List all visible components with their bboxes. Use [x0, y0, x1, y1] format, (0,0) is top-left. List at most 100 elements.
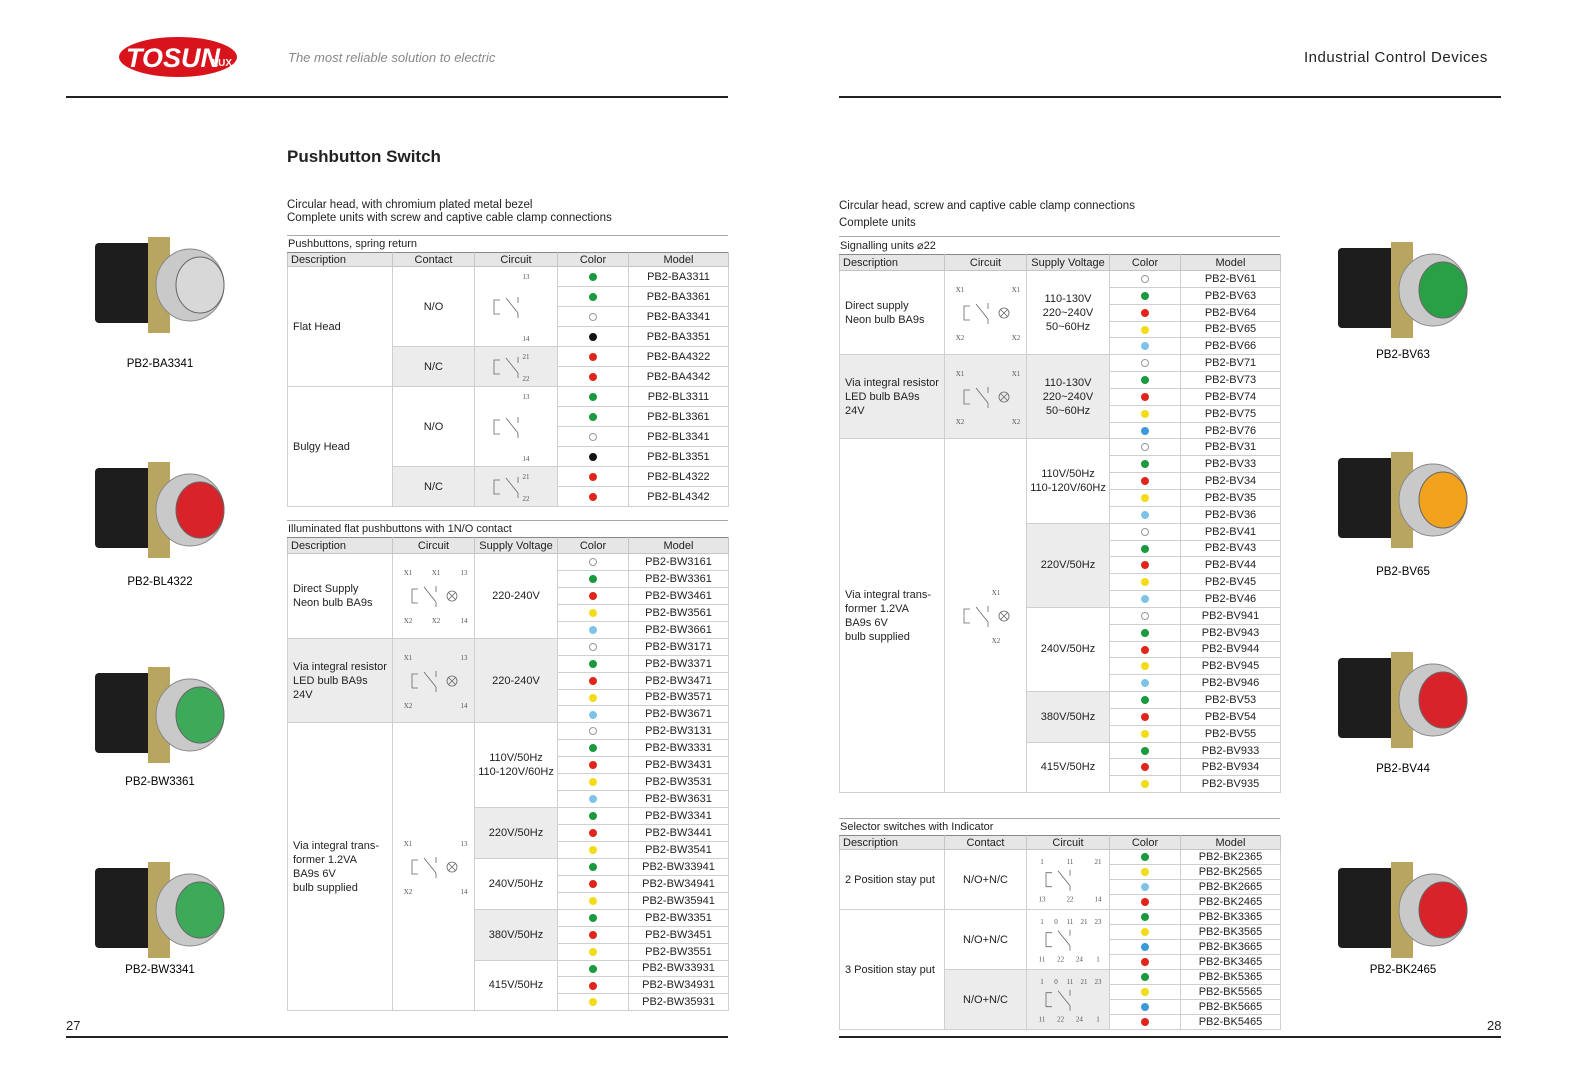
model-cell: PB2-BV45 [1180, 573, 1281, 592]
product-label: PB2-BV44 [1376, 763, 1430, 775]
switch-cap [175, 686, 225, 744]
color-cell [557, 705, 629, 724]
color-cell [557, 654, 629, 673]
model-cell: PB2-BW3531 [628, 773, 729, 792]
description-cell: Direct Supply Neon bulb BA9s [287, 553, 393, 639]
switch-body [95, 673, 157, 753]
model-cell: PB2-BW3471 [628, 671, 729, 690]
supply-voltage-cell: 110-130V 220~240V 50~60Hz [1026, 269, 1110, 356]
model-cell: PB2-BK5465 [1180, 1014, 1281, 1030]
logo-text: TOSUN [126, 43, 221, 73]
table-row: PB2-BA3341 [288, 306, 729, 327]
color-dot [1141, 746, 1149, 755]
model-cell: PB2-BW33931 [628, 959, 729, 978]
lamp-cross [1000, 393, 1008, 401]
column-header: Supply Voltage [474, 537, 558, 554]
tagline: The most reliable solution to electric [288, 50, 496, 65]
circuit-label: 1 [1040, 978, 1044, 986]
table-row: PB2-BW35931 [288, 993, 729, 1012]
model-cell: PB2-BV35 [1180, 488, 1281, 507]
switch-body [95, 868, 157, 948]
color-cell [557, 857, 629, 876]
switch-body [1338, 658, 1400, 738]
table-row: PB2-BV64 [840, 303, 1281, 322]
supply-voltage-cell: 220V/50Hz [1026, 522, 1110, 608]
color-cell [1109, 573, 1181, 592]
circuit-label: X1 [1012, 370, 1021, 378]
color-dot [1141, 679, 1149, 688]
supply-voltage-cell: 110-130V 220~240V 50~60Hz [1026, 354, 1110, 440]
color-cell [557, 722, 629, 741]
color-cell [1109, 879, 1181, 895]
circuit-label: 11 [1039, 955, 1046, 963]
color-cell [1109, 640, 1181, 659]
column-header: Description [839, 254, 945, 271]
circuit-label: 13 [461, 840, 469, 848]
circuit-label: 11 [1039, 1015, 1046, 1023]
circuit-label: 22 [1057, 955, 1065, 963]
column-header: Color [1109, 254, 1181, 271]
color-dot [589, 964, 597, 973]
model-cell: PB2-BL3361 [628, 406, 729, 427]
circuit-label: X2 [956, 418, 965, 426]
logo-suffix: LUX [212, 58, 232, 69]
color-dot [1141, 342, 1149, 351]
column-header: Color [1109, 835, 1181, 850]
circuit-diagram: 21 22 [493, 473, 530, 503]
table-row: Via integral trans- former 1.2VA BA9s 6V… [287, 722, 729, 1012]
table-row: PB2-BW3531 [288, 773, 729, 792]
model-cell: PB2-BW3171 [628, 637, 729, 656]
circuit-label: X1 [404, 569, 413, 577]
switch-body [1338, 248, 1400, 328]
model-cell: PB2-BW3341 [628, 807, 729, 825]
circuit-symbol [411, 856, 437, 878]
model-cell: PB2-BK5665 [1180, 999, 1281, 1015]
table-row: PB2-BA3351 [288, 326, 729, 347]
color-cell [557, 874, 629, 893]
color-cell [557, 637, 629, 656]
circuit-label: X1 [404, 840, 413, 848]
switch-body [1338, 458, 1400, 538]
color-cell [1109, 556, 1181, 575]
color-cell [557, 739, 629, 758]
column-header: Circuit [474, 252, 558, 267]
color-dot [589, 292, 597, 301]
column-header: Color [557, 252, 629, 267]
circuit-label: 0 [1054, 918, 1058, 926]
table-caption: Selector switches with Indicator [839, 818, 1280, 835]
table-row: N/C 21 22 PB2-BL4322 [288, 466, 729, 507]
table-row: Flat Head N/O 13 14 PB2-BA3311 [287, 266, 729, 387]
table-row: PB2-BV55 [840, 724, 1281, 743]
color-cell [557, 993, 629, 1012]
model-cell: PB2-BV46 [1180, 590, 1281, 608]
table-row: PB2-BL4342 [288, 486, 729, 507]
color-cell [1109, 775, 1181, 794]
circuit-cell: X1 X1 X2 X2 [944, 354, 1027, 440]
table-row: PB2-BV46 [840, 590, 1281, 608]
circuit-label: 13 [523, 273, 531, 281]
model-cell: PB2-BV76 [1180, 421, 1281, 440]
circuit-label: X2 [432, 617, 441, 625]
table-row: Via integral trans- former 1.2VA BA9s 6V… [839, 438, 1281, 794]
table-row: PB2-BW3431 [288, 756, 729, 775]
color-dot [589, 659, 597, 668]
contact-cell: N/O [392, 266, 475, 347]
description-cell: Via integral resistor LED bulb BA9s 24V [287, 637, 393, 724]
product-label: PB2-BW3361 [125, 776, 195, 788]
color-dot [589, 492, 597, 501]
color-dot [589, 372, 597, 381]
model-cell: PB2-BV934 [1180, 758, 1281, 777]
model-cell: PB2-BV946 [1180, 674, 1281, 693]
switch-cap [1418, 471, 1468, 529]
color-cell [1109, 404, 1181, 423]
color-cell [1109, 741, 1181, 760]
lamp-cross [1000, 612, 1008, 620]
color-cell [1109, 337, 1181, 356]
supply-voltage-cell: 380V/50Hz [474, 908, 558, 961]
color-cell [1109, 438, 1181, 457]
color-dot [589, 862, 597, 871]
contact-cell: N/C [392, 346, 475, 387]
circuit-label: X2 [1012, 334, 1021, 342]
product-label: PB2-BA3341 [127, 358, 194, 370]
